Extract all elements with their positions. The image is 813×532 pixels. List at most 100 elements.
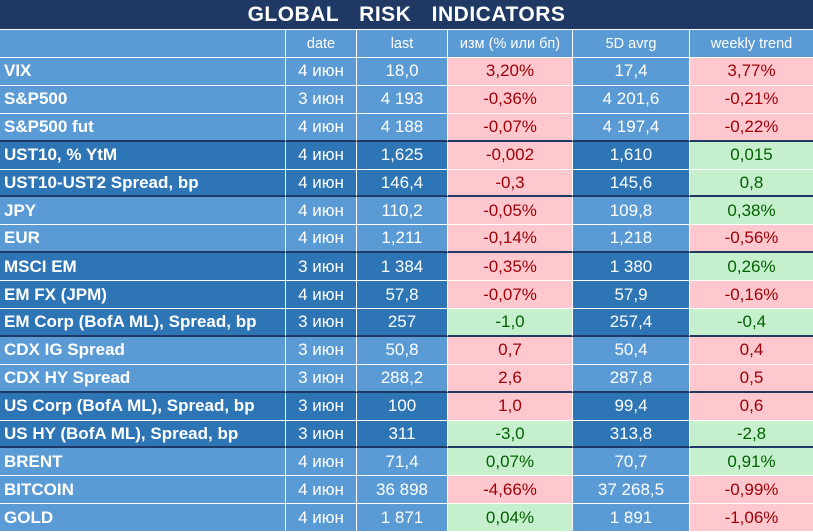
row-change: -0,07% (448, 281, 573, 310)
row-change: -0,14% (448, 225, 573, 254)
row-last: 257 (357, 309, 448, 337)
table-row: BRENT 4 июн 71,4 0,07% 70,7 0,91% (0, 448, 813, 477)
table-row: UST10, % YtM 4 июн 1,625 -0,002 1,610 0,015 (0, 141, 813, 170)
row-date: 4 июн (286, 113, 357, 142)
table-row: EUR 4 июн 1,211 -0,14% 1,218 -0,56% (0, 225, 813, 254)
title-row: GLOBAL RISK INDICATORS (0, 0, 813, 30)
table-row: S&P500 3 июн 4 193 -0,36% 4 201,6 -0,21% (0, 85, 813, 114)
row-date: 4 июн (286, 504, 357, 532)
row-change: -0,35% (448, 253, 573, 282)
row-last: 1,211 (357, 225, 448, 254)
row-5d-avg: 145,6 (573, 169, 690, 198)
row-name: CDX IG Spread (0, 336, 286, 365)
row-weekly-trend: 0,91% (690, 448, 813, 477)
row-change: 0,04% (448, 504, 573, 532)
row-change: -3,0 (448, 420, 573, 449)
row-change: 0,07% (448, 448, 573, 477)
row-5d-avg: 1 380 (573, 253, 690, 282)
table-row: GOLD 4 июн 1 871 0,04% 1 891 -1,06% (0, 504, 813, 532)
row-last: 71,4 (357, 448, 448, 477)
row-weekly-trend: -0,16% (690, 281, 813, 310)
row-change: -0,3 (448, 169, 573, 198)
row-last: 1 871 (357, 504, 448, 532)
table-row: CDX IG Spread 3 июн 50,8 0,7 50,4 0,4 (0, 336, 813, 365)
row-name: BRENT (0, 448, 286, 477)
table-row: JPY 4 июн 110,2 -0,05% 109,8 0,38% (0, 197, 813, 226)
row-last: 1,625 (357, 141, 448, 170)
table-row: US Corp (BofA ML), Spread, bp 3 июн 100 1,0… (0, 392, 813, 421)
header-5d-avg: 5D avrg (573, 30, 690, 58)
row-5d-avg: 1 891 (573, 504, 690, 532)
table-row: S&P500 fut 4 июн 4 188 -0,07% 4 197,4 -0,22% (0, 113, 813, 142)
row-last: 288,2 (357, 364, 448, 393)
row-weekly-trend: 0,38% (690, 197, 813, 226)
row-weekly-trend: 0,6 (690, 392, 813, 421)
row-weekly-trend: -0,4 (690, 309, 813, 337)
row-date: 4 июн (286, 197, 357, 226)
row-5d-avg: 1,610 (573, 141, 690, 170)
row-date: 4 июн (286, 141, 357, 170)
row-name: CDX HY Spread (0, 364, 286, 393)
row-date: 4 июн (286, 169, 357, 198)
header-name (0, 30, 286, 58)
row-weekly-trend: 0,4 (690, 336, 813, 365)
row-name: US HY (BofA ML), Spread, bp (0, 420, 286, 449)
row-weekly-trend: -0,56% (690, 225, 813, 254)
row-change: 3,20% (448, 58, 573, 86)
row-change: -0,05% (448, 197, 573, 226)
row-date: 3 июн (286, 85, 357, 114)
row-5d-avg: 4 201,6 (573, 85, 690, 114)
row-weekly-trend: 3,77% (690, 58, 813, 86)
row-date: 4 июн (286, 448, 357, 477)
row-last: 4 188 (357, 113, 448, 142)
row-5d-avg: 50,4 (573, 336, 690, 365)
row-date: 4 июн (286, 225, 357, 254)
row-name: BITCOIN (0, 476, 286, 505)
table-row: BITCOIN 4 июн 36 898 -4,66% 37 268,5 -0,99% (0, 476, 813, 505)
header-weekly-trend: weekly trend (690, 30, 813, 58)
row-5d-avg: 17,4 (573, 58, 690, 86)
header-last: last (357, 30, 448, 58)
row-5d-avg: 70,7 (573, 448, 690, 477)
row-change: 2,6 (448, 364, 573, 393)
row-date: 3 июн (286, 392, 357, 421)
row-change: 1,0 (448, 392, 573, 421)
row-5d-avg: 1,218 (573, 225, 690, 254)
row-date: 4 июн (286, 476, 357, 505)
table-row: US HY (BofA ML), Spread, bp 3 июн 311 -3,0 3… (0, 420, 813, 449)
row-change: -1,0 (448, 309, 573, 337)
row-name: UST10-UST2 Spread, bp (0, 169, 286, 198)
row-change: -0,36% (448, 85, 573, 114)
row-last: 18,0 (357, 58, 448, 86)
table-row: VIX 4 июн 18,0 3,20% 17,4 3,77% (0, 58, 813, 86)
row-last: 50,8 (357, 336, 448, 365)
row-date: 3 июн (286, 309, 357, 337)
table-row: EM Corp (BofA ML), Spread, bp 3 июн 257 -1,… (0, 309, 813, 337)
row-last: 4 193 (357, 85, 448, 114)
header-row: date last изм (% или бп) 5D avrg weekly … (0, 30, 813, 58)
row-5d-avg: 313,8 (573, 420, 690, 449)
row-weekly-trend: -1,06% (690, 504, 813, 532)
row-name: EM Corp (BofA ML), Spread, bp (0, 309, 286, 337)
row-name: EUR (0, 225, 286, 254)
row-5d-avg: 37 268,5 (573, 476, 690, 505)
row-weekly-trend: -2,8 (690, 420, 813, 449)
sheet-title: GLOBAL RISK INDICATORS (247, 2, 566, 26)
row-name: GOLD (0, 504, 286, 532)
row-date: 4 июн (286, 281, 357, 310)
row-weekly-trend: 0,5 (690, 364, 813, 393)
table-row: MSCI EM 3 июн 1 384 -0,35% 1 380 0,26% (0, 253, 813, 282)
row-name: UST10, % YtM (0, 141, 286, 170)
row-5d-avg: 57,9 (573, 281, 690, 310)
row-date: 4 июн (286, 58, 357, 86)
row-name: EM FX (JPM) (0, 281, 286, 310)
row-last: 100 (357, 392, 448, 421)
row-last: 311 (357, 420, 448, 449)
row-5d-avg: 287,8 (573, 364, 690, 393)
row-last: 146,4 (357, 169, 448, 198)
row-last: 36 898 (357, 476, 448, 505)
row-weekly-trend: -0,99% (690, 476, 813, 505)
row-change: -0,002 (448, 141, 573, 170)
row-change: 0,7 (448, 336, 573, 365)
